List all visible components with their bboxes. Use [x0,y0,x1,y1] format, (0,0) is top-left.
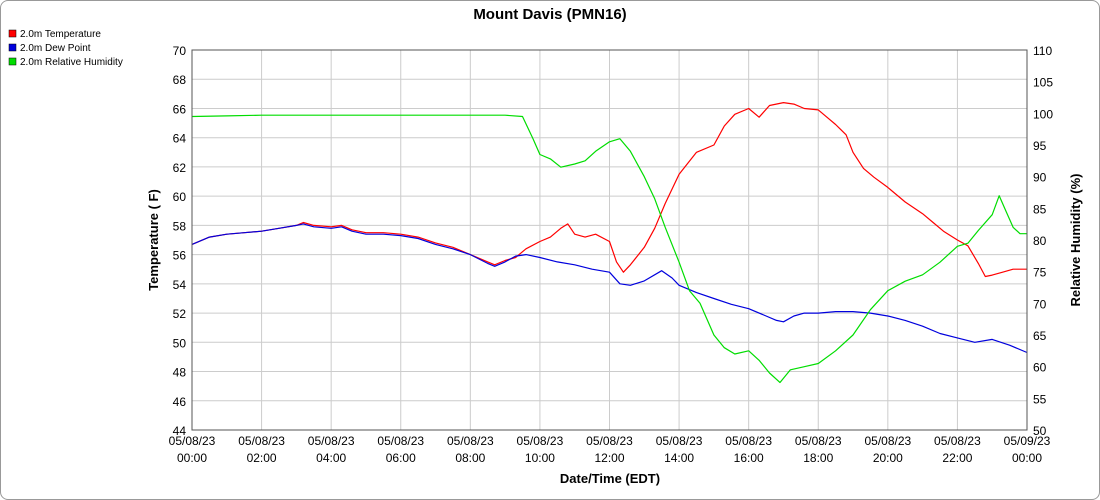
left-tick-label: 58 [173,219,187,233]
series-line-2-0m-temperature [191,102,1027,278]
x-tick-time: 16:00 [734,451,764,465]
right-tick-label: 70 [1033,297,1047,311]
right-tick-label: 95 [1033,139,1047,153]
left-tick-label: 54 [173,278,187,292]
x-tick-time: 00:00 [1012,451,1042,465]
left-tick-label: 48 [173,366,187,380]
chart-title: Mount Davis (PMN16) [473,6,626,23]
legend-swatch [8,43,17,52]
x-tick-date: 05/08/23 [517,434,564,448]
x-tick-date: 05/08/23 [656,434,703,448]
right-tick-label: 85 [1033,202,1047,216]
right-tick-label: 60 [1033,361,1047,375]
left-tick-label: 68 [173,73,187,87]
x-tick-date: 05/08/23 [238,434,285,448]
x-tick-date: 05/08/23 [934,434,981,448]
x-tick-time: 06:00 [386,451,416,465]
x-tick-time: 10:00 [525,451,555,465]
x-tick-date: 05/08/23 [169,434,216,448]
series-layer [191,102,1028,384]
x-tick-date: 05/08/23 [308,434,355,448]
left-tick-label: 64 [173,132,187,146]
x-tick-time: 20:00 [873,451,903,465]
left-tick-label: 44 [173,424,187,438]
x-tick-time: 04:00 [316,451,346,465]
left-tick-label: 60 [173,190,187,204]
left-axis-title: Temperature ( F) [146,189,161,291]
grid [191,49,1028,431]
x-tick-time: 18:00 [803,451,833,465]
plot-border [191,49,1028,431]
right-tick-label: 75 [1033,266,1047,280]
left-tick-label: 62 [173,161,187,175]
right-tick-label: 50 [1033,424,1047,438]
left-tick-label: 50 [173,336,187,350]
legend-label: 2.0m Dew Point [20,43,91,54]
series-line-2-0m-relative-humidity [191,114,1027,384]
right-axis-title: Relative Humidity (%) [1068,174,1083,307]
right-tick-label: 110 [1033,44,1052,58]
right-axis-ticks: 50 55 60 65 70 75 80 85 90 95 100 105 110 [1033,44,1053,438]
x-tick-date: 05/08/23 [864,434,911,448]
x-tick-date: 05/08/23 [795,434,842,448]
right-tick-label: 105 [1033,76,1053,90]
right-tick-label: 80 [1033,234,1047,248]
left-tick-label: 46 [173,395,187,409]
x-axis-title: Date/Time (EDT) [560,471,660,486]
right-tick-label: 55 [1033,392,1047,406]
right-tick-label: 65 [1033,329,1047,343]
x-tick-time: 22:00 [942,451,972,465]
x-tick-date: 05/08/23 [586,434,633,448]
legend-swatch [8,29,17,38]
series-line-2-0m-dew-point [191,223,1028,354]
x-tick-time: 02:00 [247,451,277,465]
left-tick-label: 66 [173,102,187,116]
x-tick-time: 00:00 [177,451,207,465]
x-tick-time: 12:00 [594,451,624,465]
x-tick-date: 05/08/23 [447,434,494,448]
left-tick-label: 56 [173,249,187,263]
legend-label: 2.0m Temperature [20,29,101,40]
x-axis-ticks: 05/08/23 00:00 05/08/23 02:00 05/08/23 04:00 0… [169,434,1051,465]
left-tick-label: 52 [173,307,187,321]
legend-swatch [8,57,17,66]
x-tick-date: 05/08/23 [377,434,424,448]
left-tick-label: 70 [173,44,187,58]
legend: 2.0m Temperature 2.0m Dew Point 2.0m Relat… [8,29,123,68]
x-tick-date: 05/09/23 [1004,434,1051,448]
left-axis-ticks: 44 46 48 50 52 54 56 58 60 62 64 66 68 70 [173,44,187,438]
x-tick-date: 05/08/23 [725,434,772,448]
right-tick-label: 90 [1033,171,1047,185]
x-tick-time: 14:00 [664,451,694,465]
legend-label: 2.0m Relative Humidity [20,57,123,68]
right-tick-label: 100 [1033,107,1053,121]
x-tick-time: 08:00 [455,451,485,465]
